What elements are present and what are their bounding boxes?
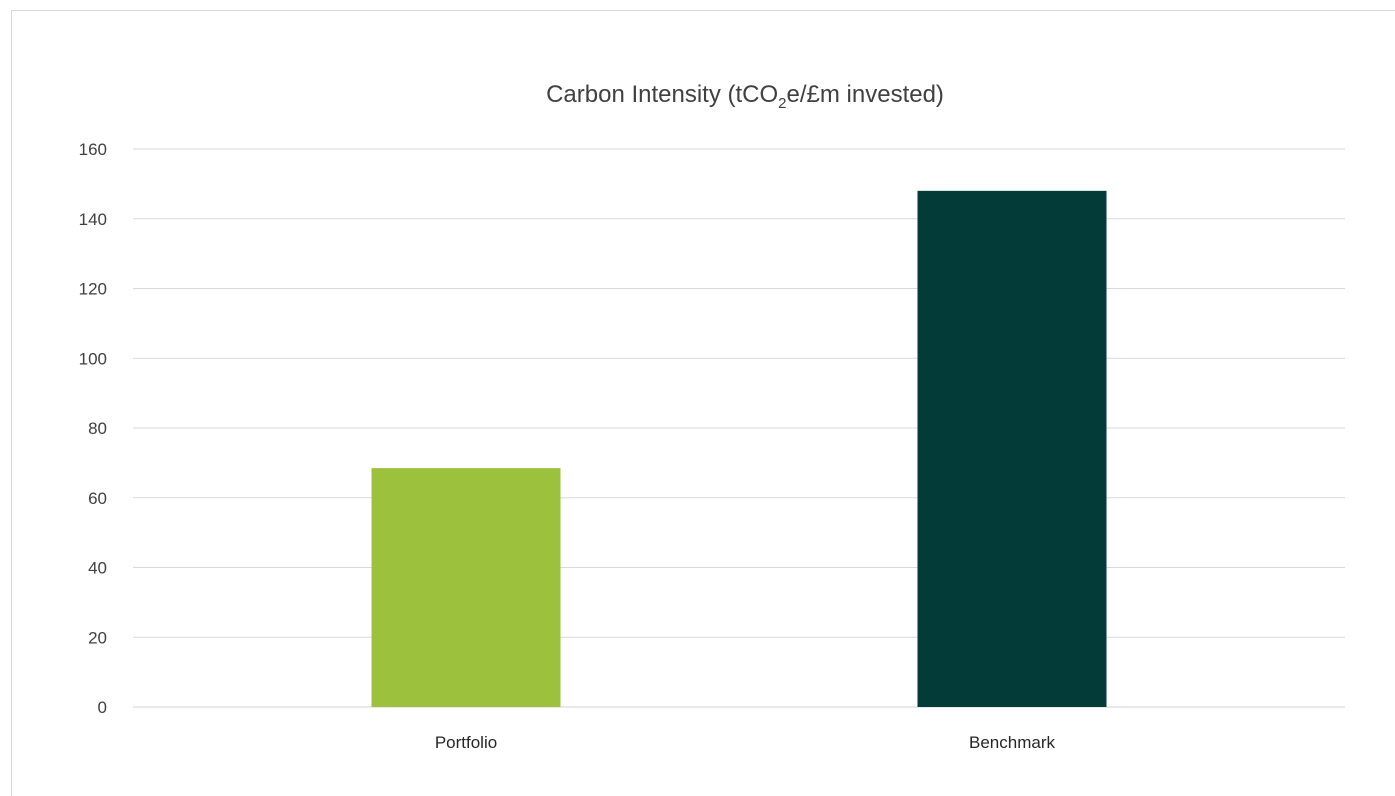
x-category-label-benchmark: Benchmark bbox=[969, 733, 1055, 752]
x-axis-category-labels: Portfolio Benchmark bbox=[435, 733, 1056, 752]
x-category-label-portfolio: Portfolio bbox=[435, 733, 497, 752]
chart-title-main: Carbon Intensity (tCO bbox=[546, 81, 778, 108]
y-tick-label: 80 bbox=[88, 419, 107, 438]
chart-title: Carbon Intensity (tCO2e/£m invested) bbox=[546, 81, 944, 112]
y-axis-tick-labels: 0 20 40 60 80 100 120 140 160 bbox=[79, 140, 107, 717]
bar-benchmark bbox=[917, 190, 1107, 708]
y-tick-label: 100 bbox=[79, 349, 107, 368]
y-tick-label: 160 bbox=[79, 140, 107, 159]
y-tick-label: 140 bbox=[79, 210, 107, 229]
bars bbox=[371, 190, 1107, 708]
y-tick-label: 20 bbox=[88, 628, 107, 647]
gridlines bbox=[133, 148, 1345, 708]
y-tick-label: 40 bbox=[88, 559, 107, 578]
y-tick-label: 120 bbox=[79, 280, 107, 299]
chart-title-subscript: 2 bbox=[778, 95, 786, 112]
bar-portfolio bbox=[371, 468, 561, 707]
chart-title-rest: e/£m invested) bbox=[787, 81, 944, 108]
y-tick-label: 60 bbox=[88, 489, 107, 508]
chart-frame bbox=[11, 10, 1395, 796]
y-tick-label: 0 bbox=[98, 698, 107, 717]
